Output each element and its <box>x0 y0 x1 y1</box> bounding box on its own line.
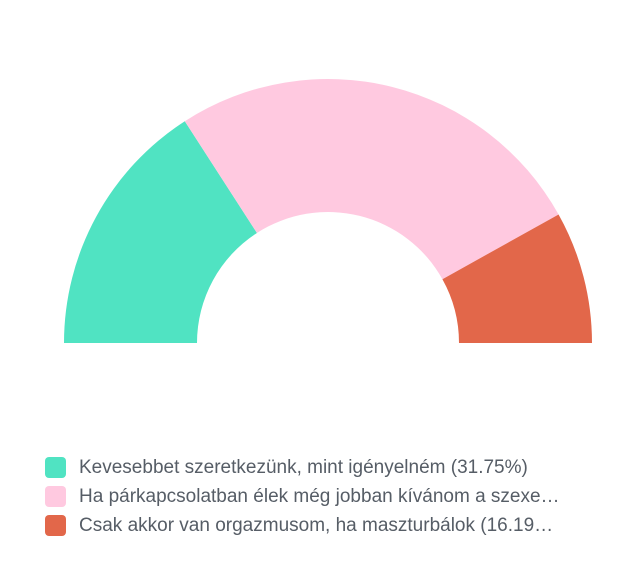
legend-swatch-pink <box>45 486 66 507</box>
legend-item-3[interactable]: Csak akkor van orgazmusom, ha maszturbál… <box>45 511 560 540</box>
chart-legend: Kevesebbet szeretkezünk, mint igényelném… <box>45 453 560 540</box>
pie-slice-2[interactable] <box>184 79 559 280</box>
legend-label-3: Csak akkor van orgazmusom, ha maszturbál… <box>79 515 554 536</box>
legend-label-1: Kevesebbet szeretkezünk, mint igényelném… <box>79 457 528 478</box>
legend-label-2: Ha párkapcsolatban élek még jobban kíván… <box>79 486 560 507</box>
pie-slice-1[interactable] <box>64 121 257 343</box>
legend-swatch-orange <box>45 515 66 536</box>
legend-item-2[interactable]: Ha párkapcsolatban élek még jobban kíván… <box>45 482 560 511</box>
legend-item-1[interactable]: Kevesebbet szeretkezünk, mint igényelném… <box>45 453 560 482</box>
pie-slice-3[interactable] <box>442 214 592 343</box>
legend-swatch-teal <box>45 457 66 478</box>
